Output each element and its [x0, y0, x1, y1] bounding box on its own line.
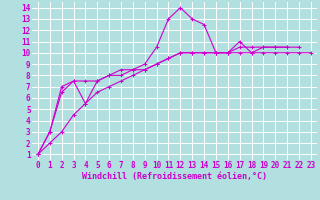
X-axis label: Windchill (Refroidissement éolien,°C): Windchill (Refroidissement éolien,°C) — [82, 172, 267, 181]
